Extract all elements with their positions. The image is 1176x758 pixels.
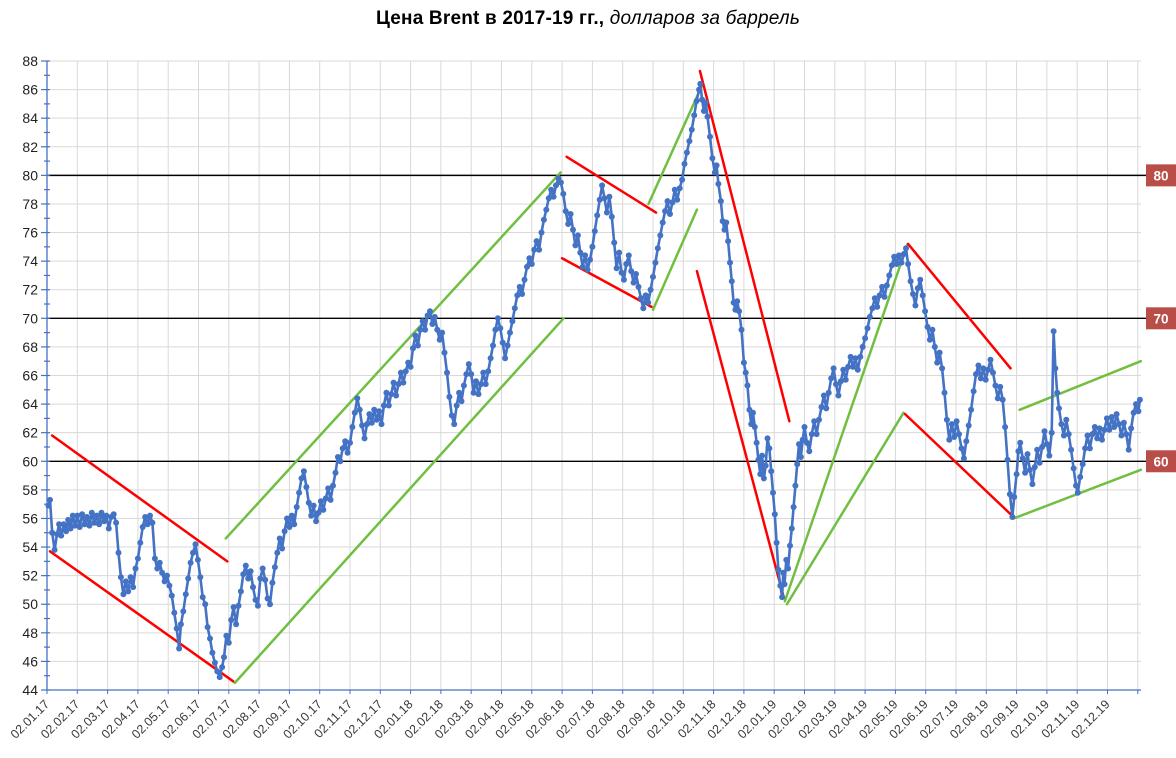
y-tick-label: 78: [22, 196, 38, 212]
green-trendline: [233, 317, 565, 685]
y-tick-label: 60: [22, 453, 38, 469]
y-axis-labels: 44 46 48 50 52 54 56 58 60 62 64 66 68 70 72 74 76 78 80 82…: [22, 53, 38, 698]
y-tick-label: 64: [22, 396, 38, 412]
y-tick-label: 68: [22, 339, 38, 355]
y-tick-label: 88: [22, 53, 38, 69]
red-trendline: [903, 412, 1014, 517]
red-trendline: [906, 242, 1012, 370]
chart-title-main: Цена Brent в 2017-19 гг.,: [375, 8, 605, 29]
y-axis: [41, 60, 50, 691]
y-tick-label: 84: [22, 110, 38, 126]
y-tick-label: 86: [22, 82, 38, 98]
green-trendline: [785, 411, 905, 606]
y-tick-label: 80: [22, 167, 38, 183]
y-tick-label: 66: [22, 368, 38, 384]
reference-label-70: 70: [1153, 311, 1168, 326]
green-trendline: [647, 85, 703, 206]
chart-title: Цена Brent в 2017-19 гг., долларов за ба…: [0, 8, 1176, 30]
y-tick-label: 54: [22, 539, 38, 555]
reference-label-60: 60: [1153, 454, 1168, 469]
chart-title-units: долларов за баррель: [604, 8, 801, 29]
x-axis: [46, 689, 1141, 694]
y-tick-label: 52: [22, 568, 38, 584]
red-trendline: [698, 69, 791, 423]
trendlines: [48, 69, 1143, 685]
y-tick-label: 50: [22, 596, 38, 612]
price-series-markers: [45, 80, 1143, 681]
red-trendline: [48, 550, 235, 683]
reference-label-box-60: [1146, 450, 1176, 473]
y-tick-label: 58: [22, 482, 38, 498]
y-tick-label: 70: [22, 310, 38, 326]
reference-label-box-80: [1146, 164, 1176, 187]
red-trendline: [565, 155, 658, 214]
green-trendline: [651, 208, 699, 311]
y-tick-label: 62: [22, 425, 38, 441]
red-trendline: [695, 269, 785, 597]
y-tick-label: 48: [22, 625, 38, 641]
y-tick-label: 74: [22, 253, 38, 269]
y-tick-label: 56: [22, 510, 38, 526]
reference-label-80: 80: [1153, 168, 1168, 183]
red-trendline: [50, 434, 229, 563]
y-tick-label: 72: [22, 282, 38, 298]
y-tick-label: 46: [22, 653, 38, 669]
reference-label-box-70: [1146, 307, 1176, 330]
green-trendline: [783, 242, 909, 603]
red-trendline: [560, 257, 653, 309]
green-trendline: [224, 171, 562, 540]
y-tick-label: 44: [22, 682, 38, 698]
y-tick-label: 76: [22, 225, 38, 241]
y-tick-label: 82: [22, 139, 38, 155]
green-trendline: [1018, 359, 1143, 412]
x-axis-labels: 02.01.1702.02.1702.03.1702.04.1702.05.17…: [8, 697, 1113, 741]
